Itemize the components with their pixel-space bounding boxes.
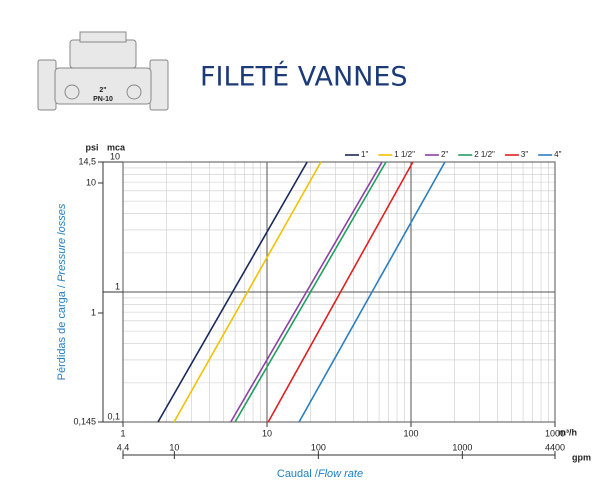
series-line: [157, 161, 308, 423]
valve-icon: [37, 31, 169, 111]
y-tick-label: 1: [115, 281, 120, 291]
legend-label: 3": [521, 150, 528, 159]
x-tick-label: 1: [120, 428, 125, 438]
legend-label: 1 1/2": [394, 150, 415, 159]
legend-label: 2": [441, 150, 448, 159]
x2-unit: gpm: [572, 452, 591, 462]
x-tick-label: 1000: [545, 428, 565, 438]
x-label-en: Flow rate: [318, 468, 363, 480]
x-label: Caudal /Flow rate: [277, 468, 363, 480]
x2-tick-label: 10: [169, 442, 179, 452]
series-line: [173, 161, 322, 423]
y2-tick-label: 0,145: [73, 416, 96, 426]
series-line: [234, 161, 387, 423]
x2-tick-label: 1000: [452, 442, 472, 452]
y-label-es: Pérdidas de carga /: [56, 284, 68, 380]
y-label: Pérdidas de carga / Pressure losses: [56, 203, 68, 380]
x-unit: m³/h: [558, 427, 577, 437]
y-tick-label: 0,1: [107, 411, 120, 421]
x2-tick-label: 4400: [545, 442, 565, 452]
legend-label: 2 1/2": [474, 150, 495, 159]
x2-tick-label: 4,4: [117, 442, 130, 452]
series-line: [267, 161, 414, 423]
legend-label: 4": [554, 150, 561, 159]
y-tick-label: 10: [110, 151, 120, 161]
x-label-es: Caudal /: [277, 468, 319, 480]
y2-tick-label: 14,5: [78, 156, 96, 166]
icon-size: 2": [99, 87, 106, 94]
x-tick-label: 100: [403, 428, 418, 438]
icon-pressure: PN-10: [93, 96, 113, 103]
y2-unit: psi: [85, 142, 98, 152]
x2-tick-label: 100: [311, 442, 326, 452]
y2-tick-label: 1: [91, 307, 96, 317]
y-unit: mca: [107, 142, 126, 152]
series-line: [298, 161, 446, 423]
y2-tick-label: 10: [86, 177, 96, 187]
legend-label: 1": [361, 150, 368, 159]
x-tick-label: 10: [262, 428, 272, 438]
series-line: [230, 161, 383, 423]
y-label-en: Pressure losses: [56, 203, 68, 282]
title: FILETÉ VANNES: [200, 61, 408, 93]
